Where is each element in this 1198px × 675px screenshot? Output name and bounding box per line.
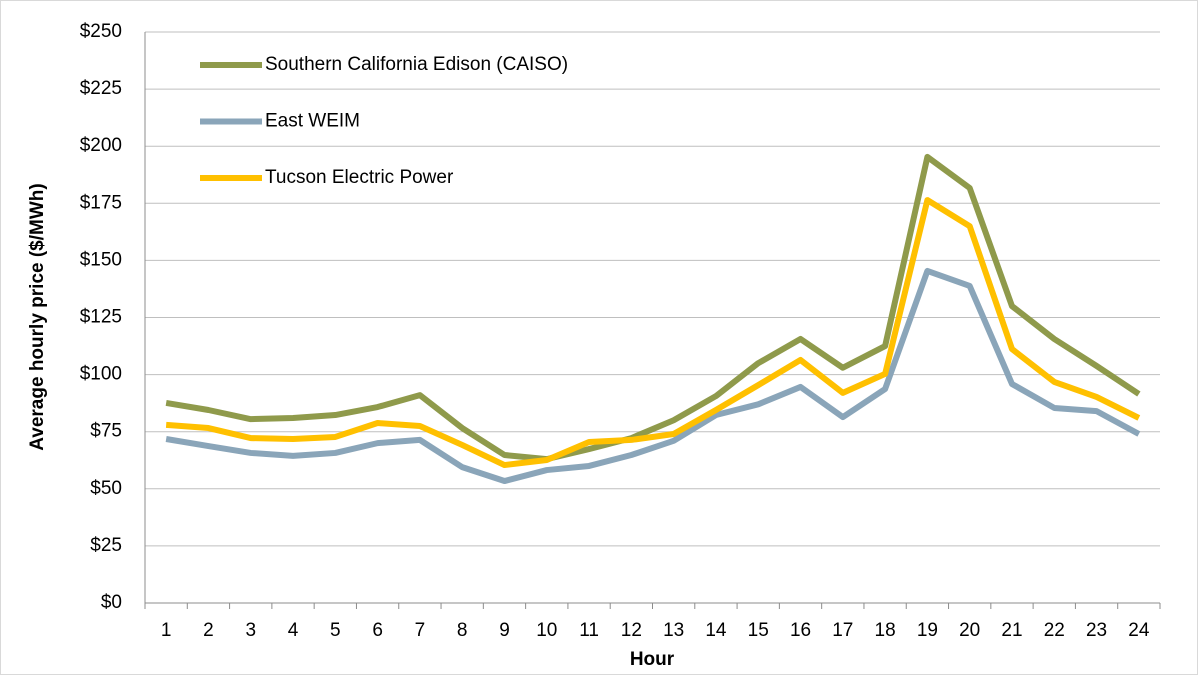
x-tick-label: 22: [1044, 620, 1065, 641]
legend-label: Southern California Edison (CAISO): [265, 54, 568, 75]
y-tick-label: $225: [80, 78, 122, 99]
x-axis-label: Hour: [630, 649, 675, 670]
x-tick-label: 18: [875, 620, 896, 641]
y-tick-label: $200: [80, 135, 122, 156]
legend-label: Tucson Electric Power: [265, 167, 454, 188]
x-tick-label: 21: [1001, 620, 1022, 641]
x-tick-label: 13: [663, 620, 684, 641]
x-tick-label: 8: [457, 620, 468, 641]
x-tick-label: 10: [536, 620, 557, 641]
x-tick-label: 5: [330, 620, 341, 641]
y-axis-label: Average hourly price ($/MWh): [27, 183, 48, 450]
y-tick-label: $25: [90, 535, 122, 556]
x-tick-label: 6: [372, 620, 383, 641]
x-tick-label: 1: [161, 620, 172, 641]
x-tick-label: 9: [499, 620, 510, 641]
y-tick-label: $100: [80, 364, 122, 385]
x-tick-label: 15: [748, 620, 769, 641]
x-tick-label: 2: [203, 620, 214, 641]
x-tick-label: 19: [917, 620, 938, 641]
y-tick-label: $150: [80, 249, 122, 270]
x-tick-label: 17: [832, 620, 853, 641]
series-line: [165, 197, 1141, 469]
series-line: [165, 267, 1141, 485]
x-tick-label: 3: [245, 620, 256, 641]
x-tick-label: 16: [790, 620, 811, 641]
x-tick-label: 7: [415, 620, 426, 641]
y-tick-label: $50: [90, 478, 122, 499]
legend-label: East WEIM: [265, 111, 360, 132]
y-tick-label: $75: [90, 421, 122, 442]
series-line: [165, 153, 1141, 463]
x-tick-label: 4: [288, 620, 299, 641]
x-tick-label: 24: [1128, 620, 1150, 641]
y-tick-label: $125: [80, 307, 122, 328]
x-tick-label: 11: [579, 620, 599, 641]
x-tick-label: 20: [959, 620, 980, 641]
y-tick-label: $175: [80, 192, 122, 213]
x-tick-label: 12: [621, 620, 642, 641]
y-tick-label: $0: [101, 592, 122, 613]
x-tick-label: 14: [705, 620, 727, 641]
y-tick-label: $250: [80, 21, 122, 42]
x-tick-label: 23: [1086, 620, 1107, 641]
